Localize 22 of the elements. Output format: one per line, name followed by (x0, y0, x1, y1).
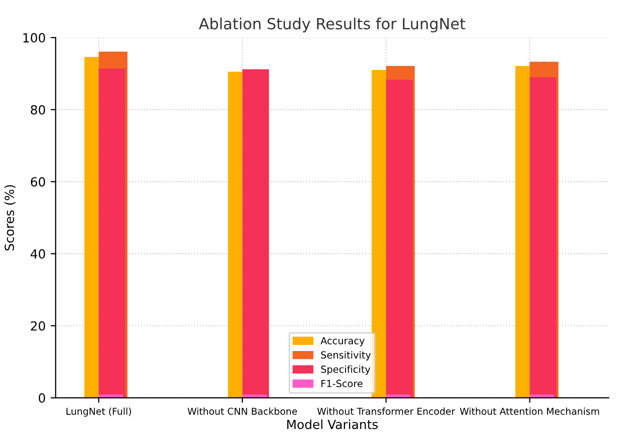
y-tick-label: 80 (30, 105, 46, 115)
bar (372, 70, 386, 398)
y-tick-label: 60 (30, 177, 46, 187)
y-tick-label: 40 (30, 249, 46, 259)
y-axis-title: Scores (%) (4, 185, 16, 250)
x-tick-label: Without Transformer Encoder (317, 408, 456, 415)
bar (242, 69, 269, 398)
bar (84, 57, 99, 398)
x-tick-label: Without Attention Mechanism (460, 408, 599, 415)
x-axis-title: Model Variants (287, 419, 378, 430)
legend-label: F1-Score (321, 380, 362, 388)
legend-label: Sensitivity (321, 351, 371, 361)
legend-label: Specificity (321, 365, 370, 375)
chart-title: Ablation Study Results for LungNet (198, 18, 466, 32)
bar (228, 72, 242, 398)
y-tick-label: 20 (30, 321, 46, 331)
x-tick-label: Without CNN Backbone (188, 408, 297, 415)
bar (515, 66, 530, 398)
x-tick-label: LungNet (Full) (66, 408, 131, 417)
y-tick-label: 0 (38, 393, 46, 403)
y-tick-label: 100 (23, 33, 46, 42)
legend-label: Accuracy (320, 337, 365, 346)
